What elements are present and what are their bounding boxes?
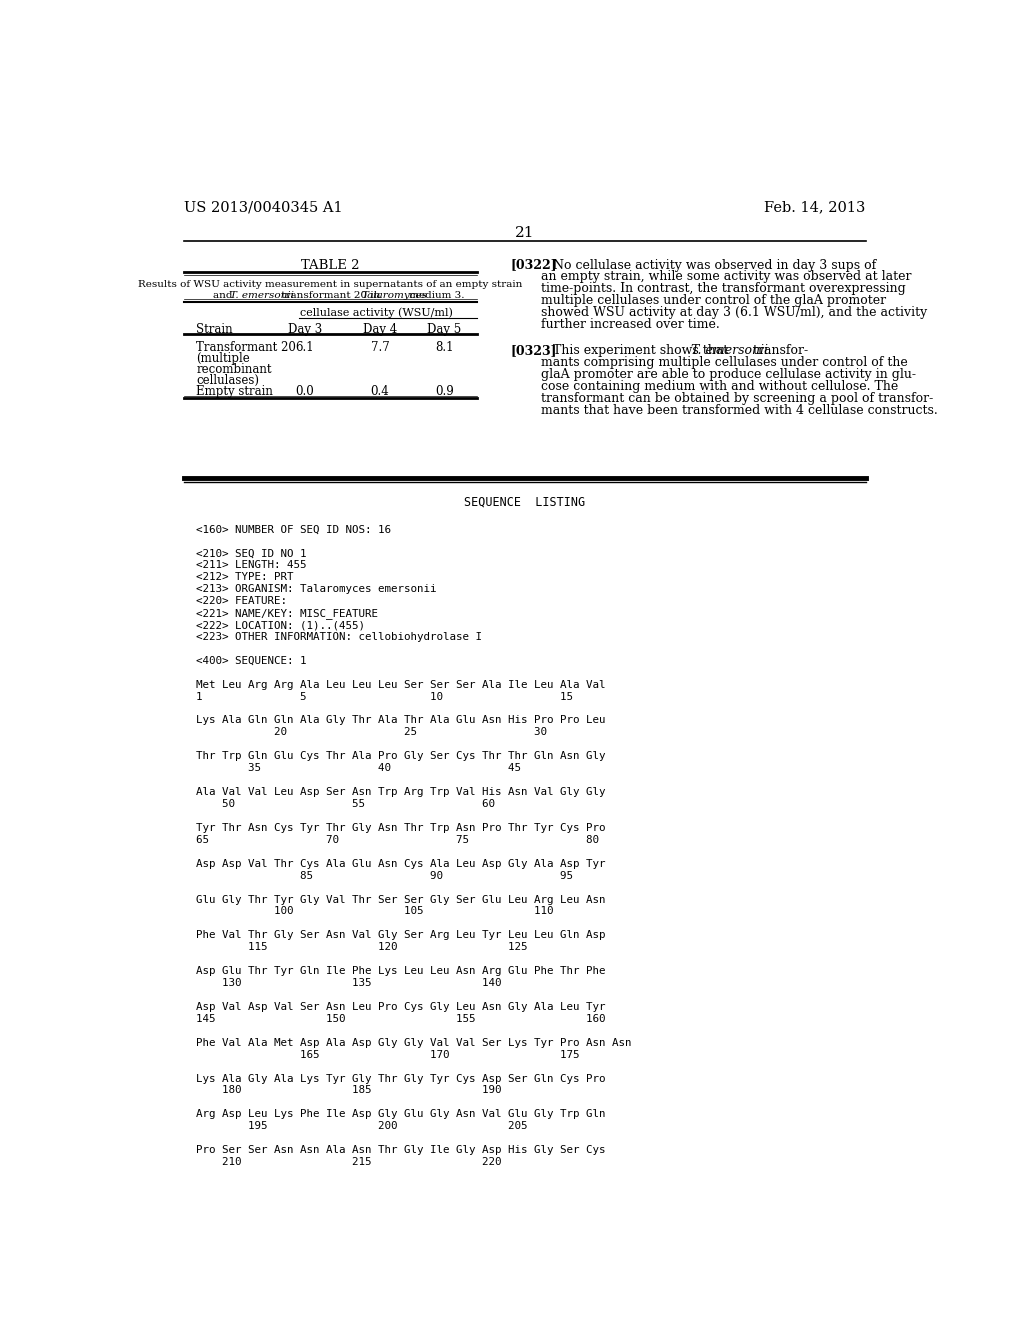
Text: Day 5: Day 5 (427, 323, 462, 337)
Text: Results of WSU activity measurement in supernatants of an empty strain: Results of WSU activity measurement in s… (138, 280, 522, 289)
Text: US 2013/0040345 A1: US 2013/0040345 A1 (183, 201, 342, 215)
Text: Ala Val Val Leu Asp Ser Asn Trp Arg Trp Val His Asn Val Gly Gly: Ala Val Val Leu Asp Ser Asn Trp Arg Trp … (197, 787, 606, 797)
Text: 21: 21 (515, 226, 535, 240)
Text: T. emersonii: T. emersonii (230, 290, 294, 300)
Text: 115                 120                 125: 115 120 125 (197, 942, 527, 952)
Text: cellulases): cellulases) (197, 374, 259, 387)
Text: T. emersonii: T. emersonii (691, 345, 768, 356)
Text: Transformant 20: Transformant 20 (197, 341, 296, 354)
Text: 50                  55                  60: 50 55 60 (197, 799, 496, 809)
Text: 165                 170                 175: 165 170 175 (197, 1049, 580, 1060)
Text: 195                 200                 205: 195 200 205 (197, 1121, 527, 1131)
Text: showed WSU activity at day 3 (6.1 WSU/ml), and the activity: showed WSU activity at day 3 (6.1 WSU/ml… (541, 306, 928, 319)
Text: Asp Glu Thr Tyr Gln Ile Phe Lys Leu Leu Asn Arg Glu Phe Thr Phe: Asp Glu Thr Tyr Gln Ile Phe Lys Leu Leu … (197, 966, 606, 975)
Text: cellulase activity (WSU/ml): cellulase activity (WSU/ml) (300, 308, 453, 318)
Text: Phe Val Thr Gly Ser Asn Val Gly Ser Arg Leu Tyr Leu Leu Gln Asp: Phe Val Thr Gly Ser Asn Val Gly Ser Arg … (197, 931, 606, 940)
Text: 8.1: 8.1 (435, 341, 454, 354)
Text: <400> SEQUENCE: 1: <400> SEQUENCE: 1 (197, 656, 307, 665)
Text: 210                 215                 220: 210 215 220 (197, 1158, 502, 1167)
Text: No cellulase activity was observed in day 3 sups of: No cellulase activity was observed in da… (541, 259, 877, 272)
Text: 85                  90                  95: 85 90 95 (197, 871, 573, 880)
Text: Lys Ala Gln Gln Ala Gly Thr Ala Thr Ala Glu Asn His Pro Pro Leu: Lys Ala Gln Gln Ala Gly Thr Ala Thr Ala … (197, 715, 606, 726)
Text: Tyr Thr Asn Cys Tyr Thr Gly Asn Thr Trp Asn Pro Thr Tyr Cys Pro: Tyr Thr Asn Cys Tyr Thr Gly Asn Thr Trp … (197, 822, 606, 833)
Text: Phe Val Ala Met Asp Ala Asp Gly Gly Val Val Ser Lys Tyr Pro Asn Asn: Phe Val Ala Met Asp Ala Asp Gly Gly Val … (197, 1038, 632, 1048)
Text: Glu Gly Thr Tyr Gly Val Thr Ser Ser Gly Ser Glu Leu Arg Leu Asn: Glu Gly Thr Tyr Gly Val Thr Ser Ser Gly … (197, 895, 606, 904)
Text: Met Leu Arg Arg Ala Leu Leu Leu Ser Ser Ser Ala Ile Leu Ala Val: Met Leu Arg Arg Ala Leu Leu Leu Ser Ser … (197, 680, 606, 689)
Text: <222> LOCATION: (1)..(455): <222> LOCATION: (1)..(455) (197, 620, 366, 630)
Text: further increased over time.: further increased over time. (541, 318, 720, 331)
Text: 0.9: 0.9 (435, 385, 454, 397)
Text: 20                  25                  30: 20 25 30 (197, 727, 547, 738)
Text: transformant can be obtained by screening a pool of transfor-: transformant can be obtained by screenin… (541, 392, 933, 405)
Text: 180                 185                 190: 180 185 190 (197, 1085, 502, 1096)
Text: mants comprising multiple cellulases under control of the: mants comprising multiple cellulases und… (541, 356, 908, 368)
Text: transfor-: transfor- (749, 345, 808, 356)
Text: Asp Asp Val Thr Cys Ala Glu Asn Cys Ala Leu Asp Gly Ala Asp Tyr: Asp Asp Val Thr Cys Ala Glu Asn Cys Ala … (197, 859, 606, 869)
Text: 0.4: 0.4 (371, 385, 389, 397)
Text: 1               5                   10                  15: 1 5 10 15 (197, 692, 573, 702)
Text: Asp Val Asp Val Ser Asn Leu Pro Cys Gly Leu Asn Gly Ala Leu Tyr: Asp Val Asp Val Ser Asn Leu Pro Cys Gly … (197, 1002, 606, 1012)
Text: mants that have been transformed with 4 cellulase constructs.: mants that have been transformed with 4 … (541, 404, 938, 417)
Text: 130                 135                 140: 130 135 140 (197, 978, 502, 989)
Text: <212> TYPE: PRT: <212> TYPE: PRT (197, 573, 294, 582)
Text: 145                 150                 155                 160: 145 150 155 160 (197, 1014, 606, 1024)
Text: Talaromyces: Talaromyces (361, 290, 427, 300)
Text: Lys Ala Gly Ala Lys Tyr Gly Thr Gly Tyr Cys Asp Ser Gln Cys Pro: Lys Ala Gly Ala Lys Tyr Gly Thr Gly Tyr … (197, 1073, 606, 1084)
Text: TABLE 2: TABLE 2 (301, 259, 359, 272)
Text: <160> NUMBER OF SEQ ID NOS: 16: <160> NUMBER OF SEQ ID NOS: 16 (197, 524, 391, 535)
Text: SEQUENCE  LISTING: SEQUENCE LISTING (464, 496, 586, 508)
Text: <223> OTHER INFORMATION: cellobiohydrolase I: <223> OTHER INFORMATION: cellobiohydrola… (197, 632, 482, 642)
Text: Day 4: Day 4 (362, 323, 397, 337)
Text: Feb. 14, 2013: Feb. 14, 2013 (765, 201, 866, 215)
Text: <220> FEATURE:: <220> FEATURE: (197, 597, 287, 606)
Text: 65                  70                  75                  80: 65 70 75 80 (197, 834, 599, 845)
Text: 0.0: 0.0 (295, 385, 314, 397)
Text: 100                 105                 110: 100 105 110 (197, 907, 554, 916)
Text: [0323]: [0323] (510, 345, 557, 356)
Text: 7.7: 7.7 (371, 341, 389, 354)
Text: 35                  40                  45: 35 40 45 (197, 763, 521, 774)
Text: Strain: Strain (197, 323, 232, 337)
Text: time-points. In contrast, the transformant overexpressing: time-points. In contrast, the transforma… (541, 282, 906, 296)
Text: Pro Ser Ser Asn Asn Ala Asn Thr Gly Ile Gly Asp His Gly Ser Cys: Pro Ser Ser Asn Asn Ala Asn Thr Gly Ile … (197, 1146, 606, 1155)
Text: This experiment shows that: This experiment shows that (541, 345, 732, 356)
Text: Thr Trp Gln Glu Cys Thr Ala Pro Gly Ser Cys Thr Thr Gln Asn Gly: Thr Trp Gln Glu Cys Thr Ala Pro Gly Ser … (197, 751, 606, 762)
Text: (multiple: (multiple (197, 352, 250, 366)
Text: medium 3.: medium 3. (407, 290, 465, 300)
Text: cose containing medium with and without cellulose. The: cose containing medium with and without … (541, 380, 898, 393)
Text: <213> ORGANISM: Talaromyces emersonii: <213> ORGANISM: Talaromyces emersonii (197, 585, 436, 594)
Text: <211> LENGTH: 455: <211> LENGTH: 455 (197, 561, 307, 570)
Text: <221> NAME/KEY: MISC_FEATURE: <221> NAME/KEY: MISC_FEATURE (197, 609, 378, 619)
Text: Arg Asp Leu Lys Phe Ile Asp Gly Glu Gly Asn Val Glu Gly Trp Gln: Arg Asp Leu Lys Phe Ile Asp Gly Glu Gly … (197, 1109, 606, 1119)
Text: multiple cellulases under control of the glaA promoter: multiple cellulases under control of the… (541, 294, 886, 308)
Text: 6.1: 6.1 (295, 341, 314, 354)
Text: and: and (213, 290, 236, 300)
Text: recombinant: recombinant (197, 363, 271, 376)
Text: transformant 20 in: transformant 20 in (279, 290, 384, 300)
Text: <210> SEQ ID NO 1: <210> SEQ ID NO 1 (197, 548, 307, 558)
Text: an empty strain, while some activity was observed at later: an empty strain, while some activity was… (541, 271, 911, 284)
Text: Empty strain: Empty strain (197, 385, 273, 397)
Text: Day 3: Day 3 (288, 323, 322, 337)
Text: [0322]: [0322] (510, 259, 557, 272)
Text: glaA promoter are able to produce cellulase activity in glu-: glaA promoter are able to produce cellul… (541, 368, 916, 381)
